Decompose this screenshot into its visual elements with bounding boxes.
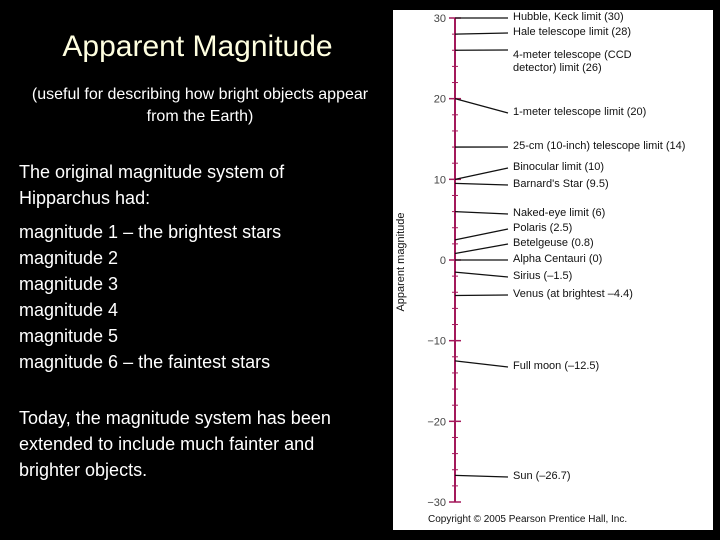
- figure-background: [393, 10, 713, 530]
- marker-line: [454, 167, 509, 180]
- marker-label: Venus (at brightest –4.4): [513, 288, 633, 300]
- y-tick-label: −20: [427, 416, 446, 428]
- y-tick-label: −30: [427, 497, 446, 509]
- marker-label: 25-cm (10-inch) telescope limit (14): [513, 140, 686, 152]
- scale-line: magnitude 1 – the brightest stars: [19, 222, 282, 242]
- closing-text: Today, the magnitude system has been ext…: [19, 408, 331, 480]
- y-tick-label: −10: [427, 336, 446, 348]
- scale-line: magnitude 4: [19, 300, 119, 320]
- intro-text: The original magnitude system of Hipparc…: [19, 162, 285, 208]
- y-tick-label: 0: [440, 255, 446, 267]
- y-tick-label: 10: [434, 174, 446, 186]
- slide-subtitle: (useful for describing how bright object…: [31, 86, 369, 125]
- marker-label: Barnard's Star (9.5): [513, 178, 609, 190]
- marker-label: Full moon (–12.5): [513, 360, 600, 372]
- marker-label: Hale telescope limit (28): [513, 26, 631, 38]
- marker-line: [454, 98, 509, 114]
- marker-label: Betelgeuse (0.8): [513, 237, 594, 249]
- marker-label: 4-meter telescope (CCD detector) limit (…: [513, 49, 632, 74]
- marker-label: 1-meter telescope limit (20): [513, 106, 647, 118]
- scale-line: magnitude 6 – the faintest stars: [19, 352, 271, 372]
- marker-line: [454, 210, 509, 215]
- marker-line: [454, 474, 509, 478]
- marker-line: [454, 243, 509, 255]
- y-tick-label: 30: [434, 13, 446, 25]
- scale-line: magnitude 3: [19, 274, 119, 294]
- y-tick-label: 20: [434, 94, 446, 106]
- marker-label: Alpha Centauri (0): [513, 253, 603, 265]
- marker-line: [454, 360, 509, 368]
- marker-line: [454, 228, 509, 241]
- marker-label: Sun (–26.7): [513, 470, 571, 482]
- marker-label: Hubble, Keck limit (30): [513, 11, 624, 23]
- marker-line: [454, 32, 509, 35]
- marker-label: Naked-eye limit (6): [513, 207, 606, 219]
- scale-line: magnitude 2: [19, 248, 119, 268]
- marker-label: Polaris (2.5): [513, 222, 573, 234]
- slide-title: Apparent Magnitude: [62, 30, 333, 63]
- axis-label: Apparent magnitude: [395, 212, 407, 311]
- copyright: Copyright © 2005 Pearson Prentice Hall, …: [428, 514, 627, 525]
- marker-line: [454, 271, 509, 278]
- scale-line: magnitude 5: [19, 326, 119, 346]
- marker-label: Sirius (–1.5): [513, 270, 573, 282]
- scale-list: magnitude 1 – the brightest stars magnitu…: [19, 219, 379, 375]
- marker-label: Binocular limit (10): [513, 161, 605, 173]
- marker-line: [454, 182, 509, 186]
